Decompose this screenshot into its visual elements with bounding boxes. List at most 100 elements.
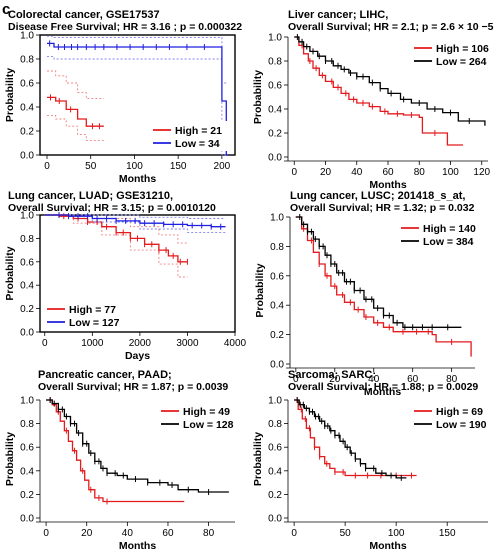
survival-curve xyxy=(44,214,226,228)
ci-lower-line xyxy=(44,214,188,278)
x-tick-label: 100 xyxy=(442,167,459,178)
x-axis-label: Months xyxy=(369,179,406,191)
y-tick-label: 0.0 xyxy=(268,153,282,164)
x-tick-label: 80 xyxy=(446,374,458,385)
chart-panel-4: Lung cancer, LUSC; 201418_s_at,Overall S… xyxy=(254,190,476,398)
series-2 xyxy=(294,397,407,481)
x-tick-label: 0 xyxy=(291,167,297,178)
y-tick-label: 0.4 xyxy=(20,281,34,292)
x-axis-label: Months xyxy=(369,540,406,550)
series-2 xyxy=(295,214,462,331)
x-tick-label: 40 xyxy=(122,528,134,539)
x-tick-label: 2000 xyxy=(129,338,152,349)
y-tick-label: 0.8 xyxy=(268,419,282,430)
x-tick-label: 100 xyxy=(126,161,143,172)
chart-subtitle: Overall Survival; HR = 1.87; p = 0.0039 xyxy=(38,381,228,393)
plot-frame xyxy=(39,34,236,156)
survival-curve xyxy=(294,399,417,477)
x-axis-label: Months xyxy=(119,173,156,185)
chart-title: Colorectal cancer, GSE17537 xyxy=(8,9,160,21)
y-tick-label: 0.6 xyxy=(20,443,34,454)
chart-title: Lung cancer, LUAD; GSE31210, xyxy=(8,190,173,202)
legend-label: High = 49 xyxy=(183,406,230,418)
x-tick-label: 20 xyxy=(81,528,93,539)
series-2 xyxy=(46,397,229,496)
ci-lower-line xyxy=(47,56,227,156)
x-tick-label: 60 xyxy=(382,167,394,178)
y-tick-label: 0.4 xyxy=(270,301,284,312)
legend-box xyxy=(157,402,235,432)
survival-curve xyxy=(295,216,462,328)
y-tick-label: 1.0 xyxy=(270,213,284,224)
x-tick-label: 0 xyxy=(43,528,49,539)
legend-label: Low = 190 xyxy=(436,419,487,431)
series-1 xyxy=(47,70,104,142)
survival-curve xyxy=(47,96,104,127)
y-tick-label: 0.2 xyxy=(268,129,282,140)
legend-label: Low = 34 xyxy=(175,138,220,150)
legend-label: High = 69 xyxy=(436,406,483,418)
x-axis-label: Months xyxy=(119,540,156,550)
x-tick-label: 50 xyxy=(340,528,352,539)
ci-upper-line xyxy=(44,214,188,244)
y-axis-label: Probability xyxy=(4,432,16,486)
x-tick-label: 80 xyxy=(203,528,215,539)
y-tick-label: 0.8 xyxy=(268,57,282,68)
y-tick-label: 0.6 xyxy=(268,81,282,92)
x-tick-label: 80 xyxy=(414,167,426,178)
legend-label: High = 140 xyxy=(423,223,476,235)
y-tick-label: 0.0 xyxy=(20,514,34,525)
survival-curve xyxy=(294,399,407,479)
y-tick-label: 0.2 xyxy=(20,490,34,501)
x-tick-label: 200 xyxy=(214,161,231,172)
chart-subtitle: Overall Survival; HR = 3.15; p = 0.00101… xyxy=(8,202,216,214)
chart-subtitle: Overall Survival; HR = 2.1; p = 2.6 × 10… xyxy=(288,21,494,33)
legend-box xyxy=(397,219,475,249)
chart-title: Liver cancer; LIHC, xyxy=(288,9,388,21)
legend-label: Low = 264 xyxy=(436,56,487,68)
ci-lower-line xyxy=(44,214,226,234)
y-tick-label: 1.0 xyxy=(20,211,34,222)
x-tick-label: 100 xyxy=(388,528,405,539)
chart-subtitle: Disease Free Survival; HR = 3.16 ; p = 0… xyxy=(8,21,242,33)
chart-panel-5: Pancreatic cancer, PAAD;Overall Survival… xyxy=(4,369,235,550)
chart-panel-3: Lung cancer, LUAD; GSE31210,Overall Surv… xyxy=(4,190,247,362)
x-tick-label: 150 xyxy=(439,528,456,539)
legend-box xyxy=(410,402,488,432)
ci-lower-line xyxy=(47,114,104,142)
chart-panel-6: Sarcoma; SARC;Overall Survival; HR = 1.8… xyxy=(252,369,488,550)
legend-label: Low = 384 xyxy=(423,236,474,248)
survival-curve xyxy=(295,216,472,357)
x-tick-label: 150 xyxy=(170,161,187,172)
panel-letter: c xyxy=(2,1,10,18)
y-tick-label: 0.8 xyxy=(20,419,34,430)
survival-curve xyxy=(46,399,229,493)
x-tick-label: 20 xyxy=(329,374,341,385)
y-tick-label: 1.0 xyxy=(268,396,282,407)
x-tick-label: 120 xyxy=(473,167,490,178)
y-tick-label: 0.0 xyxy=(268,514,282,525)
legend-box xyxy=(410,39,488,69)
y-tick-label: 0.2 xyxy=(20,304,34,315)
y-axis-label: Probability xyxy=(252,70,264,124)
y-tick-label: 0.8 xyxy=(270,242,284,253)
chart-title: Sarcoma; SARC; xyxy=(288,369,376,381)
ci-upper-line xyxy=(47,35,227,84)
y-tick-label: 0.6 xyxy=(20,257,34,268)
y-tick-label: 1.0 xyxy=(20,31,34,42)
series-1 xyxy=(294,36,463,146)
x-tick-label: 0 xyxy=(42,338,48,349)
chart-title: Pancreatic cancer, PAAD; xyxy=(38,369,172,381)
y-tick-label: 0.2 xyxy=(270,330,284,341)
x-tick-label: 50 xyxy=(85,161,97,172)
survival-curve xyxy=(46,399,185,503)
legend-box xyxy=(149,121,227,151)
y-axis-label: Probability xyxy=(4,246,16,300)
series-2 xyxy=(294,34,486,126)
y-axis-label: Probability xyxy=(254,263,266,317)
y-tick-label: 1.0 xyxy=(268,33,282,44)
legend-label: High = 106 xyxy=(436,43,489,55)
legend-label: High = 77 xyxy=(69,304,116,316)
